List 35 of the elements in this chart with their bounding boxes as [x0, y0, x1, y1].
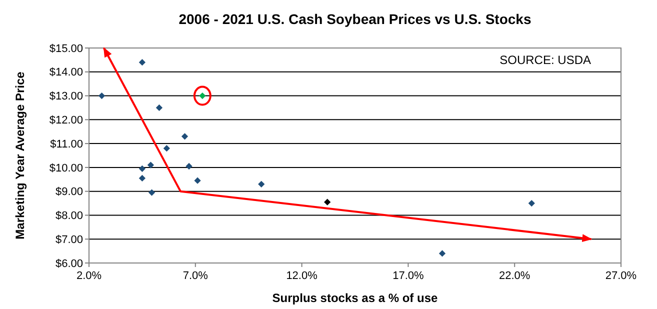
point — [528, 200, 535, 207]
x-tick-label: 7.0% — [182, 270, 208, 282]
point — [186, 162, 192, 170]
y-tick-label: $13.00 — [49, 90, 83, 103]
chart-title: 2006 - 2021 U.S. Cash Soybean Prices vs U.S. Stocks — [178, 11, 532, 27]
point — [138, 165, 146, 172]
x-tick-label: 17.0% — [392, 270, 424, 282]
point — [147, 162, 154, 168]
x-tick-label: 12.0% — [286, 270, 318, 282]
y-tick-label: $15.00 — [49, 42, 83, 55]
point — [194, 177, 201, 184]
y-tick-label: $12.00 — [49, 114, 83, 127]
point — [258, 180, 265, 188]
point — [156, 104, 163, 112]
y-tick-label: $11.00 — [50, 138, 83, 150]
point — [324, 198, 331, 206]
point — [138, 174, 146, 182]
point — [98, 92, 106, 100]
y-tick-label: $9.00 — [55, 186, 83, 198]
y-tick-label: $6.00 — [55, 258, 83, 270]
x-tick-label: 22.0% — [499, 270, 530, 282]
x-tick-label: 2.0% — [76, 270, 102, 282]
point — [148, 189, 156, 196]
y-axis-title: Marketing Year Average Price — [13, 71, 27, 240]
point — [163, 145, 170, 152]
y-tick-label: $7.00 — [55, 234, 83, 246]
point — [181, 133, 188, 140]
y-tick-label: $10.00 — [49, 162, 83, 174]
y-tick-label: $14.00 — [49, 66, 83, 79]
x-axis-title: Surplus stocks as a % of use — [272, 291, 438, 305]
annotation: SOURCE: USDA — [500, 53, 591, 67]
point — [138, 59, 146, 66]
y-tick-label: $8.00 — [55, 210, 83, 222]
point — [438, 250, 446, 257]
x-tick-label: 27.0% — [605, 270, 637, 282]
